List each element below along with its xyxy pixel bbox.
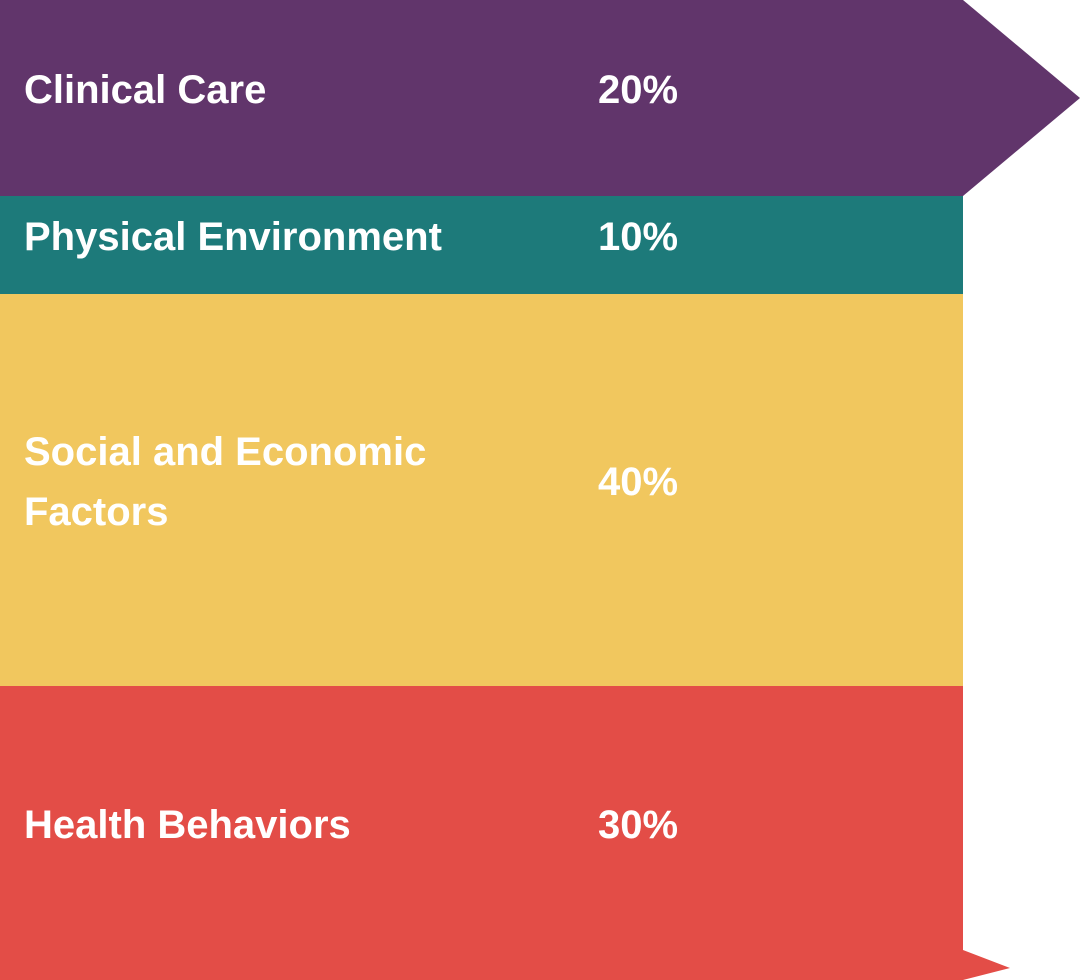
band xyxy=(0,196,963,294)
band-label: Physical Environment xyxy=(24,215,442,259)
value-label: 30% xyxy=(598,803,679,847)
band xyxy=(0,0,1080,196)
value-label: 40% xyxy=(598,460,679,504)
band xyxy=(0,686,1010,980)
band-label: Social and Economic Factors xyxy=(24,430,427,534)
band xyxy=(0,294,963,686)
band-label: Clinical Care xyxy=(24,68,267,112)
value-label: 10% xyxy=(598,215,679,259)
value-label: 20% xyxy=(598,68,679,112)
band-label: Health Behaviors xyxy=(24,803,351,847)
